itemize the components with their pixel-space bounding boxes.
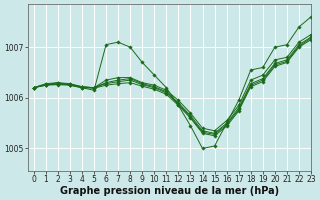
X-axis label: Graphe pression niveau de la mer (hPa): Graphe pression niveau de la mer (hPa) [60, 186, 279, 196]
